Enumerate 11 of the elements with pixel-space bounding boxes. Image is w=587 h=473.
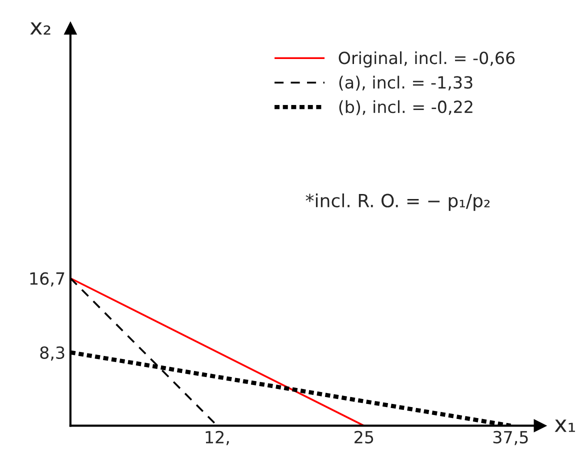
x-axis-title: x₁ [554,420,575,432]
annotation: *incl. R. O. = − p₁/p₂ [306,193,490,211]
x-tick-label: 25 [354,430,374,444]
legend-label: Original, incl. = -0,66 [338,51,515,68]
x-tick-label: 12, [206,430,229,446]
legend-label: (b), incl. = -0,22 [339,100,472,116]
y-tick-label: 16,7 [30,272,64,287]
y-tick-label: 8,3 [40,346,64,361]
legend-label: (a), incl. = -1,33 [339,76,472,91]
x-tick-label: 37,5 [493,430,528,446]
y-axis-title: x₂ [30,22,50,35]
